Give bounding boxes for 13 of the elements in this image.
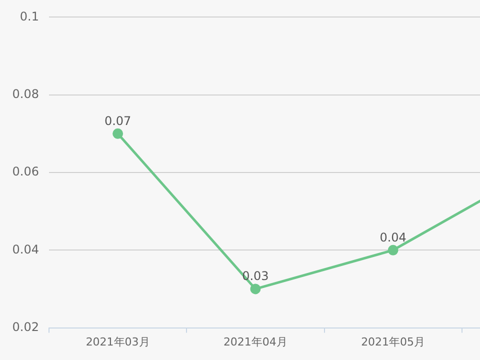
x-tick-label: 2021年05月 <box>361 335 426 348</box>
data-label: 0.04 <box>380 230 406 244</box>
point <box>250 284 261 294</box>
y-tick-label: 0.06 <box>12 164 39 179</box>
y-tick-label: 0.02 <box>12 320 39 334</box>
point <box>112 128 124 139</box>
point <box>388 244 398 256</box>
data-label: 0.07 <box>104 114 132 128</box>
x-tick-label: 2021年03月 <box>86 335 150 348</box>
y-tick-label: 0.1 <box>20 9 39 24</box>
x-tick-label: 2021年04月 <box>223 335 288 348</box>
y-tick-label: 0.04 <box>12 242 39 256</box>
y-tick-label: 0.08 <box>12 86 39 101</box>
